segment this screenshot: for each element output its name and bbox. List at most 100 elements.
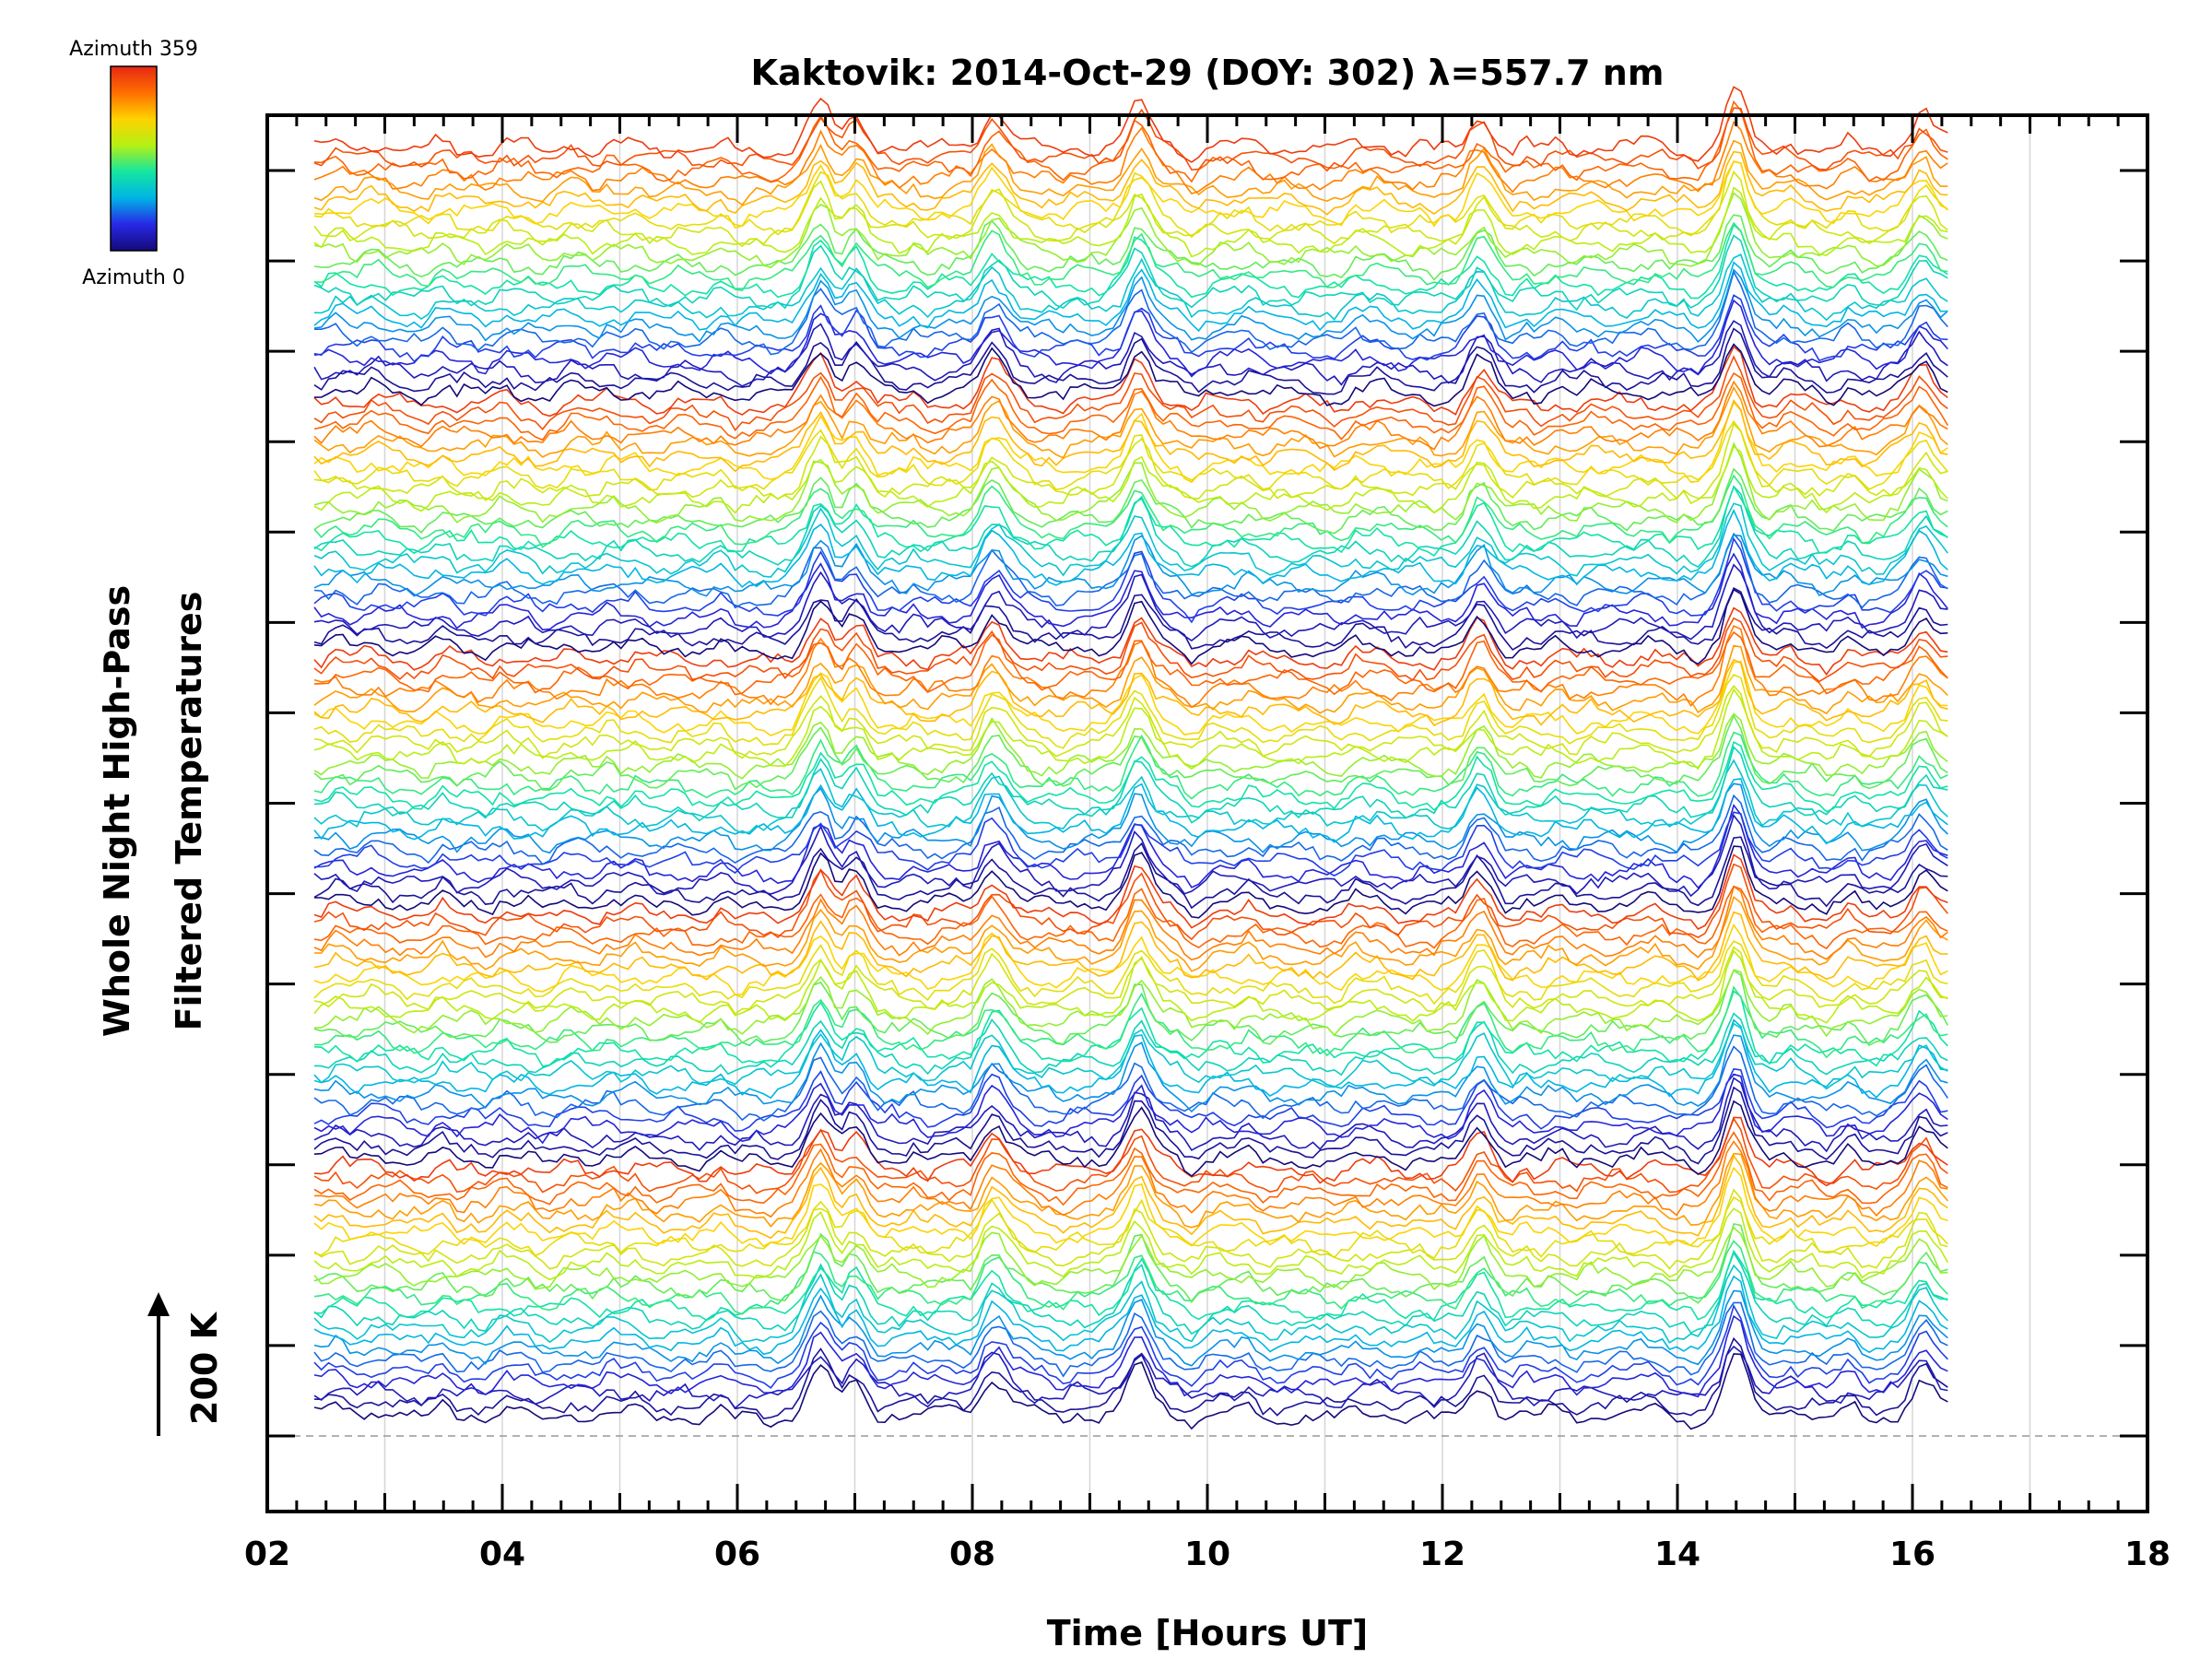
series-line (313, 778, 1948, 845)
series-line (313, 625, 1948, 709)
series-line (313, 845, 1948, 919)
series-line (313, 885, 1948, 950)
series-line (313, 1226, 1948, 1291)
series-line (313, 355, 1948, 431)
x-tick-label: 14 (1654, 1535, 1700, 1573)
y-ticks (267, 169, 2147, 1438)
series-line (313, 343, 1948, 407)
series-line (313, 294, 1948, 363)
series-line (313, 1345, 1948, 1409)
series-line (314, 269, 1948, 356)
series-line (313, 186, 1948, 258)
series-line (313, 660, 1948, 737)
series-line (313, 1303, 1948, 1390)
series-line (313, 563, 1948, 641)
series-line (313, 422, 1948, 505)
series-line (313, 1264, 1948, 1344)
series-line (313, 674, 1948, 749)
series-line (313, 1301, 1948, 1378)
x-tick-label: 02 (244, 1535, 290, 1573)
series-line (313, 911, 1948, 982)
series-line (313, 320, 1948, 387)
series-line (313, 399, 1948, 473)
series-line (313, 192, 1948, 269)
series-line (313, 644, 1948, 715)
colorbar-label-max: Azimuth 359 (69, 38, 198, 61)
series-line (313, 86, 1948, 163)
series-line (313, 1131, 1948, 1206)
series-line (313, 261, 1948, 333)
series-line (313, 1073, 1948, 1145)
series-line (313, 1314, 1948, 1398)
series-line (313, 606, 1948, 677)
y-axis-label-line-1: Whole Night High-Pass (97, 585, 137, 1037)
series-line (313, 474, 1948, 548)
x-tick-label: 12 (1419, 1535, 1465, 1573)
series-line (313, 1353, 1948, 1430)
series-line (313, 327, 1948, 395)
x-tick-label: 16 (1889, 1535, 1936, 1573)
scale-bar: 200 K (147, 1292, 225, 1436)
colorbar-label-min: Azimuth 0 (82, 266, 185, 289)
x-grid (383, 115, 2031, 1512)
x-tick-labels: 02 04 06 08 10 12 14 16 18 (244, 1535, 2171, 1573)
series-lines (313, 86, 1949, 1430)
series-line (313, 1154, 1948, 1240)
series-line (313, 380, 1948, 451)
x-tick-label: 04 (479, 1535, 525, 1573)
series-line (313, 985, 1948, 1059)
x-axis-label: Time [Hours UT] (1047, 1613, 1369, 1653)
series-line (313, 658, 1948, 727)
series-line (313, 107, 1948, 172)
series-line (313, 688, 1948, 771)
chart-title: Kaktovik: 2014-Oct-29 (DOY: 302) λ=557.7… (751, 53, 1665, 93)
series-line (313, 171, 1948, 248)
series-line (313, 1251, 1948, 1335)
series-line (313, 814, 1948, 898)
series-line (313, 946, 1948, 1016)
series-line (313, 371, 1948, 441)
series-line (313, 949, 1948, 1024)
series-line (313, 630, 1948, 696)
series-line (313, 532, 1948, 609)
series-line (313, 221, 1948, 291)
series-line (313, 120, 1948, 195)
series-line (313, 1289, 1948, 1367)
series-line (313, 836, 1948, 910)
series-line (313, 445, 1948, 514)
series-line (313, 741, 1948, 813)
series-line (313, 712, 1948, 780)
colorbar-gradient (110, 65, 158, 252)
series-line (313, 139, 1948, 206)
series-line (313, 1086, 1948, 1165)
series-line (313, 746, 1948, 824)
series-line (313, 508, 1948, 588)
scale-bar-label: 200 K (184, 1311, 225, 1425)
series-line (313, 1034, 1948, 1113)
y-axis-label: Whole Night High-Pass Filtered Temperatu… (97, 585, 209, 1037)
series-line (313, 990, 1948, 1067)
series-line (313, 1240, 1948, 1315)
series-line (313, 1249, 1948, 1322)
series-line (313, 586, 1948, 652)
series-line (313, 1140, 1948, 1218)
series-line (313, 896, 1948, 972)
series-line (313, 467, 1948, 535)
series-line (313, 759, 1948, 834)
series-line (313, 1166, 1948, 1248)
series-line (313, 552, 1948, 631)
series-line (313, 731, 1948, 800)
colorbar: Azimuth 359 Azimuth 0 (69, 38, 198, 289)
series-line (313, 485, 1948, 557)
series-line (313, 685, 1948, 759)
x-tick-label: 06 (714, 1535, 760, 1573)
series-line (313, 794, 1948, 865)
series-line (313, 1116, 1948, 1187)
series-line (313, 940, 1948, 1006)
series-line (313, 1022, 1948, 1090)
series-line (313, 853, 1948, 931)
x-ticks (265, 115, 2149, 1512)
series-line (313, 159, 1948, 229)
series-line (313, 1152, 1948, 1229)
